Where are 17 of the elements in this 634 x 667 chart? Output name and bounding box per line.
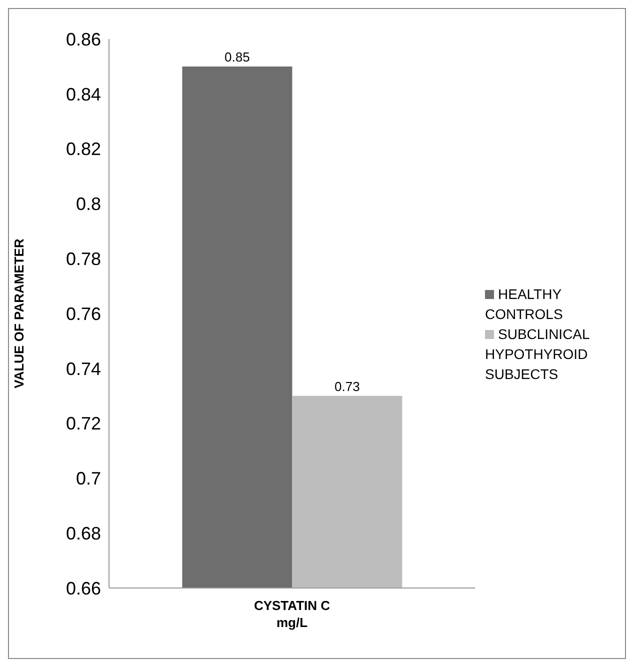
x-tick-label: CYSTATIN C mg/L — [254, 598, 331, 630]
y-tick-label: 0.72 — [66, 414, 101, 434]
y-tick-label: 0.66 — [66, 578, 101, 598]
data-label: 0.85 — [224, 49, 250, 64]
y-tick-label: 0.76 — [66, 304, 101, 324]
legend-label: SUBCLINICAL HYPOTHYROID SUBJECTS — [485, 326, 590, 382]
y-tick-label: 0.8 — [76, 194, 101, 214]
y-tick-label: 0.82 — [66, 139, 101, 160]
legend-label: HEALTHY CONTROLS — [485, 286, 563, 322]
y-tick-label: 0.68 — [66, 523, 101, 544]
y-tick-label: 0.74 — [66, 358, 101, 379]
y-tick-label: 0.78 — [66, 248, 101, 269]
y-tick-label: 0.86 — [66, 29, 101, 50]
y-tick-label: 0.84 — [66, 84, 101, 104]
y-tick-label: 0.7 — [76, 468, 101, 489]
data-label: 0.73 — [334, 378, 360, 394]
y-axis-title: VALUE OF PARAMETER — [12, 238, 27, 388]
